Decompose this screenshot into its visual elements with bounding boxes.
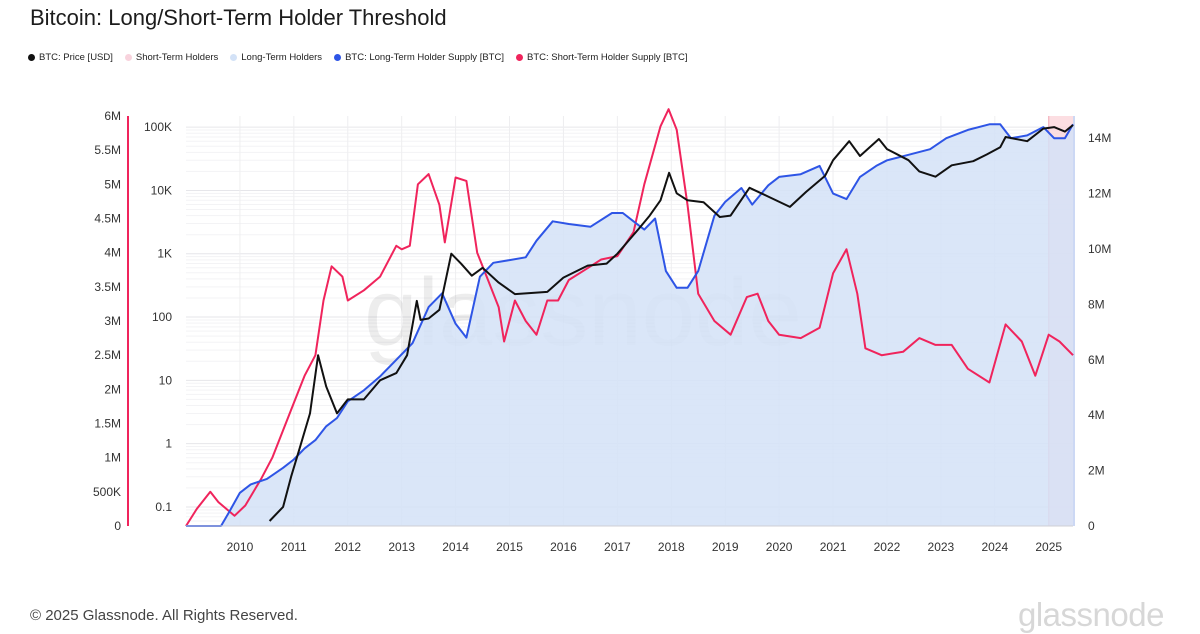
y-tick-left-outer: 3.5M	[94, 280, 121, 294]
x-tick: 2014	[442, 540, 469, 554]
x-tick: 2012	[334, 540, 361, 554]
x-tick: 2013	[388, 540, 415, 554]
y-tick-left-outer: 3M	[104, 314, 121, 328]
y-tick-right: 6M	[1088, 353, 1105, 367]
legend-item-short-term-holders[interactable]: Short-Term Holders	[124, 52, 219, 63]
legend-label-lth-supply: BTC: Long-Term Holder Supply [BTC]	[345, 52, 504, 63]
area-layer	[186, 116, 1073, 527]
y-tick-left-outer: 500K	[93, 485, 121, 499]
y-tick-right: 2M	[1088, 464, 1105, 478]
footer-copyright: © 2025 Glassnode. All Rights Reserved.	[30, 607, 298, 624]
x-tick: 2019	[712, 540, 739, 554]
legend-label-sth-supply: BTC: Short-Term Holder Supply [BTC]	[526, 52, 688, 63]
legend-swatch-lth-supply	[334, 54, 342, 61]
legend: BTC: Price [USD] Short-Term Holders Long…	[28, 52, 687, 63]
legend-label-price: BTC: Price [USD]	[39, 52, 113, 63]
y-tick-left-outer: 1.5M	[94, 417, 121, 431]
x-tick: 2010	[227, 540, 254, 554]
y-tick-left-outer: 6M	[104, 109, 121, 123]
legend-swatch-short-term-holders	[124, 54, 132, 61]
y-tick-left-log: 10K	[151, 183, 172, 197]
x-tick: 2023	[928, 540, 955, 554]
y-tick-left-outer: 5M	[104, 177, 121, 191]
y-tick-right: 12M	[1088, 187, 1111, 201]
x-tick: 2021	[820, 540, 847, 554]
legend-item-lth-supply[interactable]: BTC: Long-Term Holder Supply [BTC]	[334, 52, 504, 63]
x-tick: 2024	[981, 540, 1008, 554]
y-tick-left-log: 100	[152, 310, 172, 324]
legend-swatch-price	[28, 54, 35, 61]
x-tick: 2016	[550, 540, 577, 554]
y-tick-left-log: 1K	[157, 247, 172, 261]
axes: 0 500K 1M 1.5M 2M 2.5M 3M 3.5M 4M 4.5M 5M 5.5M 6M 0.1…	[93, 109, 1111, 554]
y-tick-right: 8M	[1088, 297, 1105, 311]
x-tick: 2018	[658, 540, 685, 554]
legend-item-long-term-holders[interactable]: Long-Term Holders	[230, 52, 322, 63]
series-layer	[185, 108, 1074, 527]
legend-label-short-term-holders: Short-Term Holders	[135, 52, 219, 63]
x-tick: 2022	[874, 540, 901, 554]
y-tick-right: 0	[1088, 519, 1095, 533]
legend-label-long-term-holders: Long-Term Holders	[241, 52, 323, 63]
lth-supply-line	[186, 123, 1074, 527]
legend-swatch-sth-supply	[515, 54, 523, 61]
x-tick: 2015	[496, 540, 523, 554]
price-line	[268, 124, 1074, 522]
y-tick-left-log: 100K	[144, 120, 172, 134]
y-tick-left-outer: 4M	[104, 246, 121, 260]
sth-supply-line	[185, 108, 1074, 527]
y-tick-right: 10M	[1088, 242, 1111, 256]
x-tick: 2025	[1035, 540, 1062, 554]
y-tick-left-log: 1	[165, 437, 172, 451]
legend-swatch-long-term-holders	[230, 54, 238, 61]
y-tick-left-log: 0.1	[155, 500, 172, 514]
y-tick-left-outer: 2M	[104, 382, 121, 396]
legend-item-price[interactable]: BTC: Price [USD]	[28, 52, 113, 63]
chart-title: Bitcoin: Long/Short-Term Holder Threshol…	[30, 5, 447, 30]
brand-logo: glassnode	[1018, 596, 1164, 633]
legend-item-sth-supply[interactable]: BTC: Short-Term Holder Supply [BTC]	[515, 52, 688, 63]
y-tick-right: 14M	[1088, 131, 1111, 145]
x-tick: 2011	[281, 540, 307, 554]
y-tick-left-log: 10	[159, 373, 173, 387]
x-tick: 2020	[766, 540, 793, 554]
y-tick-left-outer: 1M	[104, 451, 121, 465]
y-tick-left-outer: 4.5M	[94, 212, 121, 226]
x-tick: 2017	[604, 540, 631, 554]
y-tick-left-outer: 0	[114, 519, 121, 533]
long-term-holders-area	[186, 124, 1073, 527]
y-tick-left-outer: 2.5M	[94, 348, 121, 362]
y-tick-left-outer: 5.5M	[94, 143, 121, 157]
y-tick-right: 4M	[1088, 408, 1105, 422]
